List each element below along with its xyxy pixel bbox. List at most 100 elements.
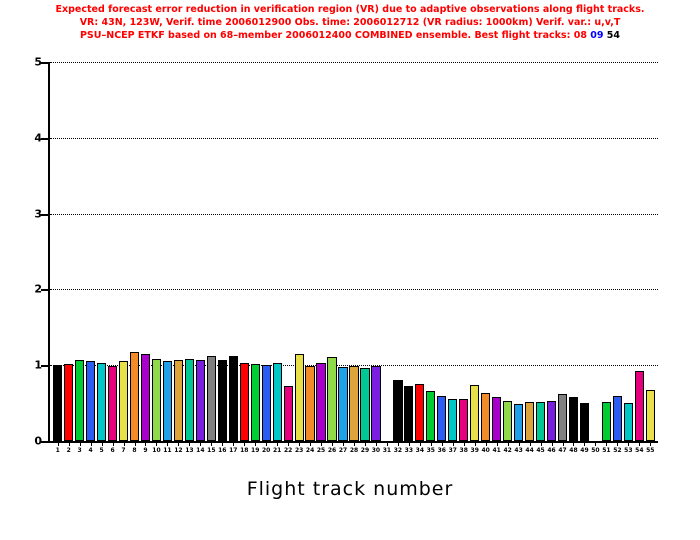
y-tick-4 xyxy=(41,137,50,140)
best-track-2: 09 xyxy=(590,30,604,41)
bar-track-54 xyxy=(634,370,644,441)
x-axis-label-38: 38 xyxy=(459,447,468,454)
gridline-y-5 xyxy=(50,62,658,63)
bar-track-33 xyxy=(404,385,414,441)
y-axis-label-0: 0 xyxy=(34,434,42,448)
x-tick-8 xyxy=(134,441,136,446)
x-axis-label-48: 48 xyxy=(569,447,578,454)
x-axis-label-44: 44 xyxy=(525,447,534,454)
x-tick-13 xyxy=(189,441,191,446)
x-axis-label-3: 3 xyxy=(77,447,82,454)
x-tick-21 xyxy=(277,441,279,446)
chart-title-block: Expected forecast error reduction in ver… xyxy=(0,3,700,42)
x-axis-label-47: 47 xyxy=(558,447,567,454)
bar-track-3 xyxy=(75,359,85,441)
x-axis-label-43: 43 xyxy=(514,447,523,454)
x-tick-49 xyxy=(584,441,586,446)
x-tick-43 xyxy=(518,441,520,446)
x-axis-label-41: 41 xyxy=(492,447,501,454)
y-tick-0 xyxy=(41,441,50,443)
x-tick-29 xyxy=(364,441,366,446)
x-tick-30 xyxy=(375,441,377,446)
x-tick-24 xyxy=(310,441,312,446)
x-axis-label-45: 45 xyxy=(536,447,545,454)
x-tick-36 xyxy=(441,441,443,446)
bar-track-49 xyxy=(579,403,590,441)
x-axis-label-54: 54 xyxy=(635,447,644,454)
bar-track-41 xyxy=(492,397,502,441)
bar-track-48 xyxy=(568,397,579,441)
x-axis-label-28: 28 xyxy=(349,447,359,454)
bar-track-12 xyxy=(173,359,183,441)
x-tick-47 xyxy=(562,441,564,446)
x-axis-label-11: 11 xyxy=(163,447,172,454)
x-axis-label-15: 15 xyxy=(207,447,216,454)
x-tick-38 xyxy=(463,441,465,446)
x-axis-label-50: 50 xyxy=(591,447,600,454)
x-axis-label-1: 1 xyxy=(55,447,60,454)
y-axis-label-1: 1 xyxy=(34,358,42,372)
x-tick-51 xyxy=(606,441,608,446)
x-tick-31 xyxy=(386,441,388,446)
title-line-2: VR: 43N, 123W, Verif. time 2006012900 Ob… xyxy=(79,17,621,28)
x-tick-10 xyxy=(156,441,158,446)
y-axis-label-3: 3 xyxy=(34,207,42,221)
bar-track-13 xyxy=(184,359,194,441)
x-axis-label-21: 21 xyxy=(272,447,282,454)
bar-track-40 xyxy=(481,392,491,441)
bar-track-52 xyxy=(612,395,622,441)
x-axis-label-22: 22 xyxy=(283,447,293,454)
bar-track-22 xyxy=(283,385,293,441)
x-axis-label-23: 23 xyxy=(294,447,304,454)
x-axis-label-25: 25 xyxy=(316,447,326,454)
x-tick-33 xyxy=(408,441,410,446)
x-axis-label-13: 13 xyxy=(185,447,194,454)
x-tick-7 xyxy=(123,441,125,446)
bar-track-14 xyxy=(195,359,205,441)
bar-track-11 xyxy=(162,360,173,441)
x-axis-label-36: 36 xyxy=(437,447,446,454)
title-line-3: PSU–NCEP ETKF based on 68–member 2006012… xyxy=(0,29,700,42)
x-tick-37 xyxy=(452,441,454,446)
x-tick-23 xyxy=(299,441,301,446)
x-axis-label-42: 42 xyxy=(503,447,512,454)
x-tick-32 xyxy=(397,441,399,446)
x-axis-label-7: 7 xyxy=(121,447,126,454)
x-tick-1 xyxy=(57,441,59,446)
bar-track-20 xyxy=(261,365,271,441)
x-tick-46 xyxy=(551,441,553,446)
x-axis-label-52: 52 xyxy=(613,447,622,454)
x-tick-27 xyxy=(343,441,345,446)
bar-track-24 xyxy=(305,365,315,441)
x-axis-label-20: 20 xyxy=(262,447,271,454)
x-axis-label-24: 24 xyxy=(305,447,315,454)
bar-track-38 xyxy=(459,398,469,441)
bar-track-30 xyxy=(371,365,381,441)
bar-track-4 xyxy=(85,361,96,441)
bar-track-44 xyxy=(524,401,535,441)
x-axis-label-29: 29 xyxy=(360,447,370,454)
x-tick-48 xyxy=(573,441,575,446)
x-tick-11 xyxy=(167,441,169,446)
y-tick-3 xyxy=(41,213,50,216)
bar-track-25 xyxy=(316,362,326,441)
x-tick-54 xyxy=(639,441,641,446)
y-tick-1 xyxy=(41,365,50,368)
x-tick-17 xyxy=(233,441,235,446)
bar-track-2 xyxy=(64,363,74,441)
x-tick-41 xyxy=(496,441,498,446)
bar-track-46 xyxy=(546,400,557,441)
x-axis-label-2: 2 xyxy=(66,447,71,454)
bar-track-23 xyxy=(294,353,304,441)
x-axis-label-33: 33 xyxy=(404,447,414,454)
x-tick-28 xyxy=(354,441,355,446)
x-tick-15 xyxy=(211,441,213,446)
bar-track-27 xyxy=(338,367,348,441)
x-axis-label-55: 55 xyxy=(646,447,655,454)
gridline-y-1 xyxy=(50,365,658,367)
x-tick-4 xyxy=(90,441,92,446)
x-axis-label-53: 53 xyxy=(624,447,633,454)
y-tick-5 xyxy=(41,62,50,64)
bar-track-55 xyxy=(645,390,655,441)
